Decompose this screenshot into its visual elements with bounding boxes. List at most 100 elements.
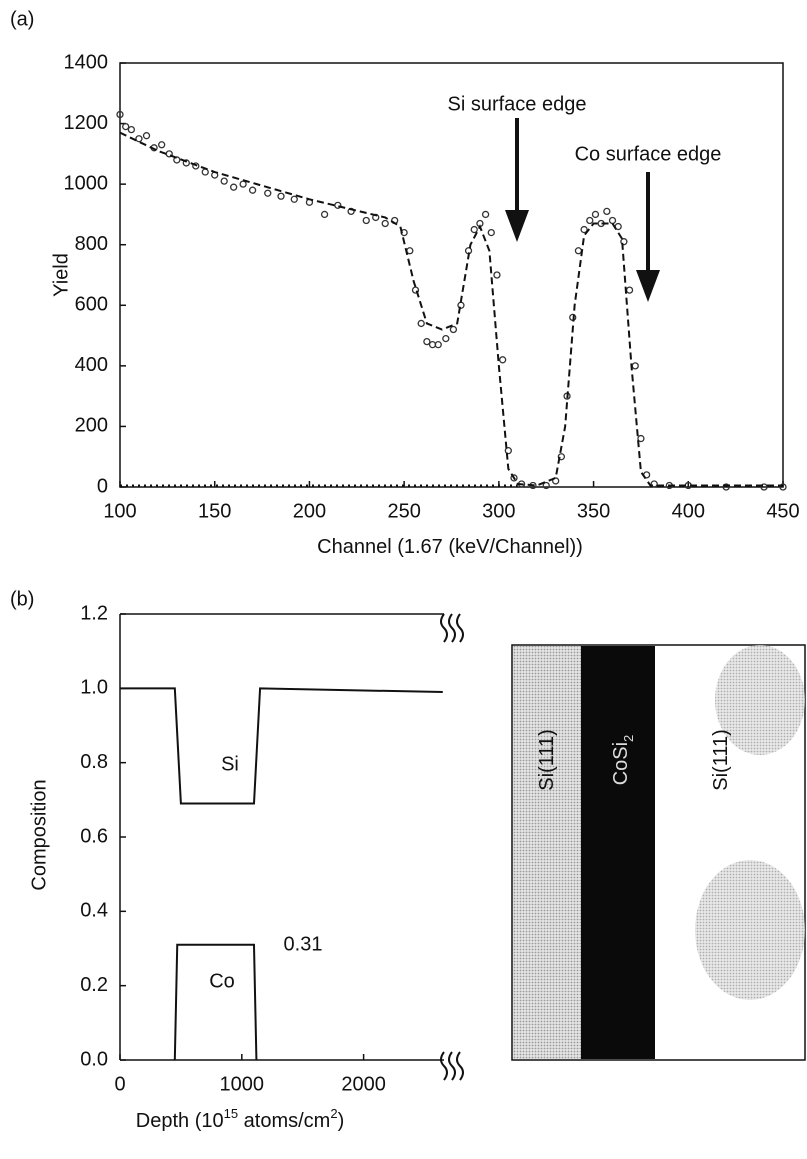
data-point (457, 301, 465, 309)
data-point (449, 325, 458, 334)
x-tick-label: 300 (482, 500, 515, 522)
data-point (201, 168, 209, 176)
panel-label: (a) (10, 8, 34, 30)
layer-label: Si(111) (536, 729, 558, 791)
y-tick-label: 200 (75, 415, 108, 437)
y-tick-label: 800 (75, 233, 108, 255)
y-tick-label: 600 (75, 294, 108, 316)
data-point (239, 180, 247, 188)
data-point (620, 238, 628, 246)
x-axis-label: Depth (1015 atoms/cm2) (136, 1106, 344, 1132)
x-tick-label: 200 (293, 500, 326, 522)
data-point (417, 319, 425, 328)
data-point (722, 483, 730, 491)
data-point (182, 159, 190, 167)
text-part: atoms/cm (238, 1110, 330, 1132)
y-tick-label: 0.6 (80, 825, 108, 847)
data-point (557, 453, 566, 461)
x-tick-label: 1000 (220, 1073, 265, 1095)
data-point (158, 141, 166, 149)
x-tick-label: 150 (198, 500, 231, 522)
data-point (625, 286, 634, 294)
annotation: Si surface edge (448, 93, 587, 115)
data-point (603, 207, 611, 216)
y-tick-label: 1.0 (80, 677, 108, 699)
text-part: Depth (10 (136, 1110, 224, 1132)
data-point (127, 125, 136, 134)
text-part: Si(111) (536, 729, 558, 791)
data-point (381, 219, 389, 228)
y-tick-label: 1.2 (80, 602, 108, 624)
data-point (470, 225, 478, 234)
data-point (220, 177, 228, 185)
x-tick-label: 100 (103, 500, 136, 522)
y-tick-label: 1000 (64, 172, 109, 194)
data-point (504, 447, 512, 455)
data-point (637, 434, 645, 443)
data-point (290, 195, 298, 203)
y-tick-label: 0.4 (80, 900, 108, 922)
layer-label: CoSi2 (610, 735, 636, 786)
panel-label: (b) (10, 588, 34, 610)
x-tick-label: 350 (577, 500, 610, 522)
arrows (505, 118, 660, 302)
data-point (423, 337, 431, 346)
data-point (542, 481, 550, 490)
annotation: Co (209, 970, 235, 992)
data-point (277, 192, 285, 200)
data-line (173, 943, 258, 1061)
y-axis-label: Composition (28, 779, 50, 890)
data-point (586, 216, 594, 225)
annotation: Si (221, 753, 239, 775)
data-point (608, 216, 617, 225)
data-point (591, 210, 600, 219)
data-point (230, 183, 238, 191)
annotation: 0.31 (284, 933, 323, 955)
y-tick-label: 0.8 (80, 751, 108, 773)
data-point (135, 135, 143, 143)
x-tick-label: 450 (766, 500, 799, 522)
data-line (120, 687, 443, 805)
annotation: Co surface edge (575, 143, 722, 165)
data-point (116, 110, 124, 119)
data-point (631, 362, 639, 370)
layer-schematic: Si(111) CoSi2 Si(111) (511, 644, 806, 1061)
y-axis-label: Yield (50, 253, 72, 297)
x-tick-label: 0 (114, 1073, 125, 1095)
y-tick-label: 400 (75, 354, 108, 376)
y-tick-label: 0 (97, 475, 108, 497)
data-line (119, 131, 783, 487)
data-point (192, 162, 200, 170)
data-point (362, 216, 370, 225)
data-point (248, 186, 257, 194)
y-tick-label: 0.2 (80, 974, 108, 996)
text-part: 2 (330, 1106, 337, 1121)
data-point (481, 210, 490, 219)
text-part: 15 (224, 1106, 238, 1121)
x-tick-label: 250 (387, 500, 420, 522)
x-tick-label: 400 (672, 500, 705, 522)
y-tick-label: 1400 (64, 51, 109, 73)
axis-break (440, 613, 464, 1081)
data-point (334, 201, 342, 209)
y-tick-label: 0.0 (80, 1048, 108, 1070)
data-point (574, 247, 583, 255)
y-tick-label: 1200 (64, 112, 109, 134)
x-axis-label: Channel (1.67 (keV/Channel)) (317, 536, 583, 558)
data-point (498, 356, 507, 364)
data-point (650, 480, 658, 488)
data-point (434, 341, 442, 349)
data-point (493, 271, 501, 279)
data-point (779, 483, 787, 491)
data-point (552, 477, 560, 485)
layer-label: Si(111) (710, 729, 732, 791)
data-point (142, 132, 151, 140)
text-part: Si(111) (710, 729, 732, 791)
data-point (411, 286, 420, 294)
data-point (264, 189, 272, 197)
plot-frame (119, 62, 784, 488)
data-point (320, 210, 329, 219)
x-tick-label: 2000 (341, 1073, 386, 1095)
